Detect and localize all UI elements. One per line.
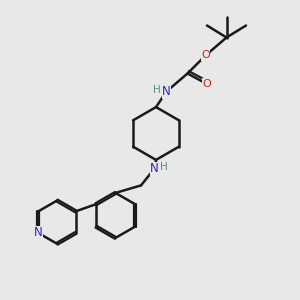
Text: H: H bbox=[153, 85, 161, 95]
Text: N: N bbox=[162, 85, 171, 98]
Text: O: O bbox=[201, 50, 210, 61]
Text: O: O bbox=[202, 79, 211, 89]
Text: N: N bbox=[34, 226, 43, 239]
Text: H: H bbox=[160, 162, 168, 172]
Text: N: N bbox=[150, 162, 159, 175]
